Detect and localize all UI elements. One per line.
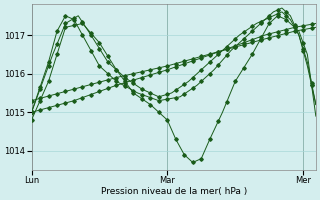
X-axis label: Pression niveau de la mer( hPa ): Pression niveau de la mer( hPa ) — [100, 187, 247, 196]
